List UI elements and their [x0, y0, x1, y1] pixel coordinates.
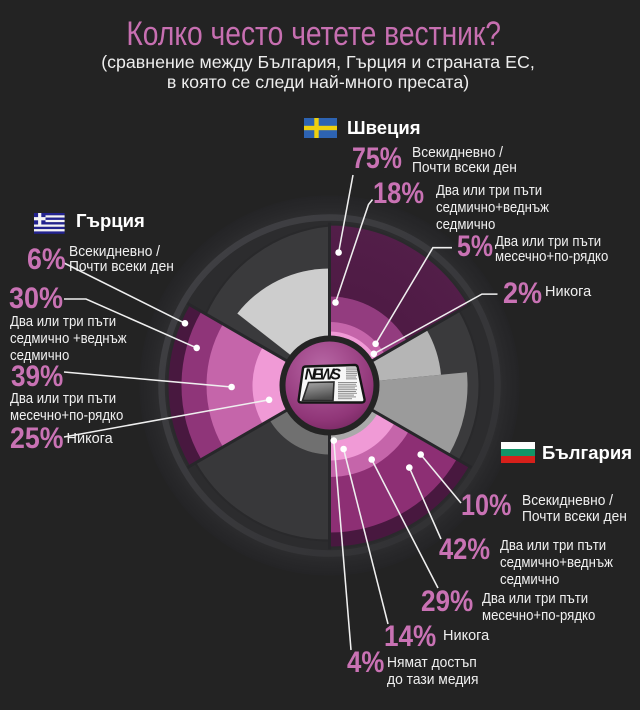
svg-text:NEWS: NEWS [305, 367, 342, 384]
